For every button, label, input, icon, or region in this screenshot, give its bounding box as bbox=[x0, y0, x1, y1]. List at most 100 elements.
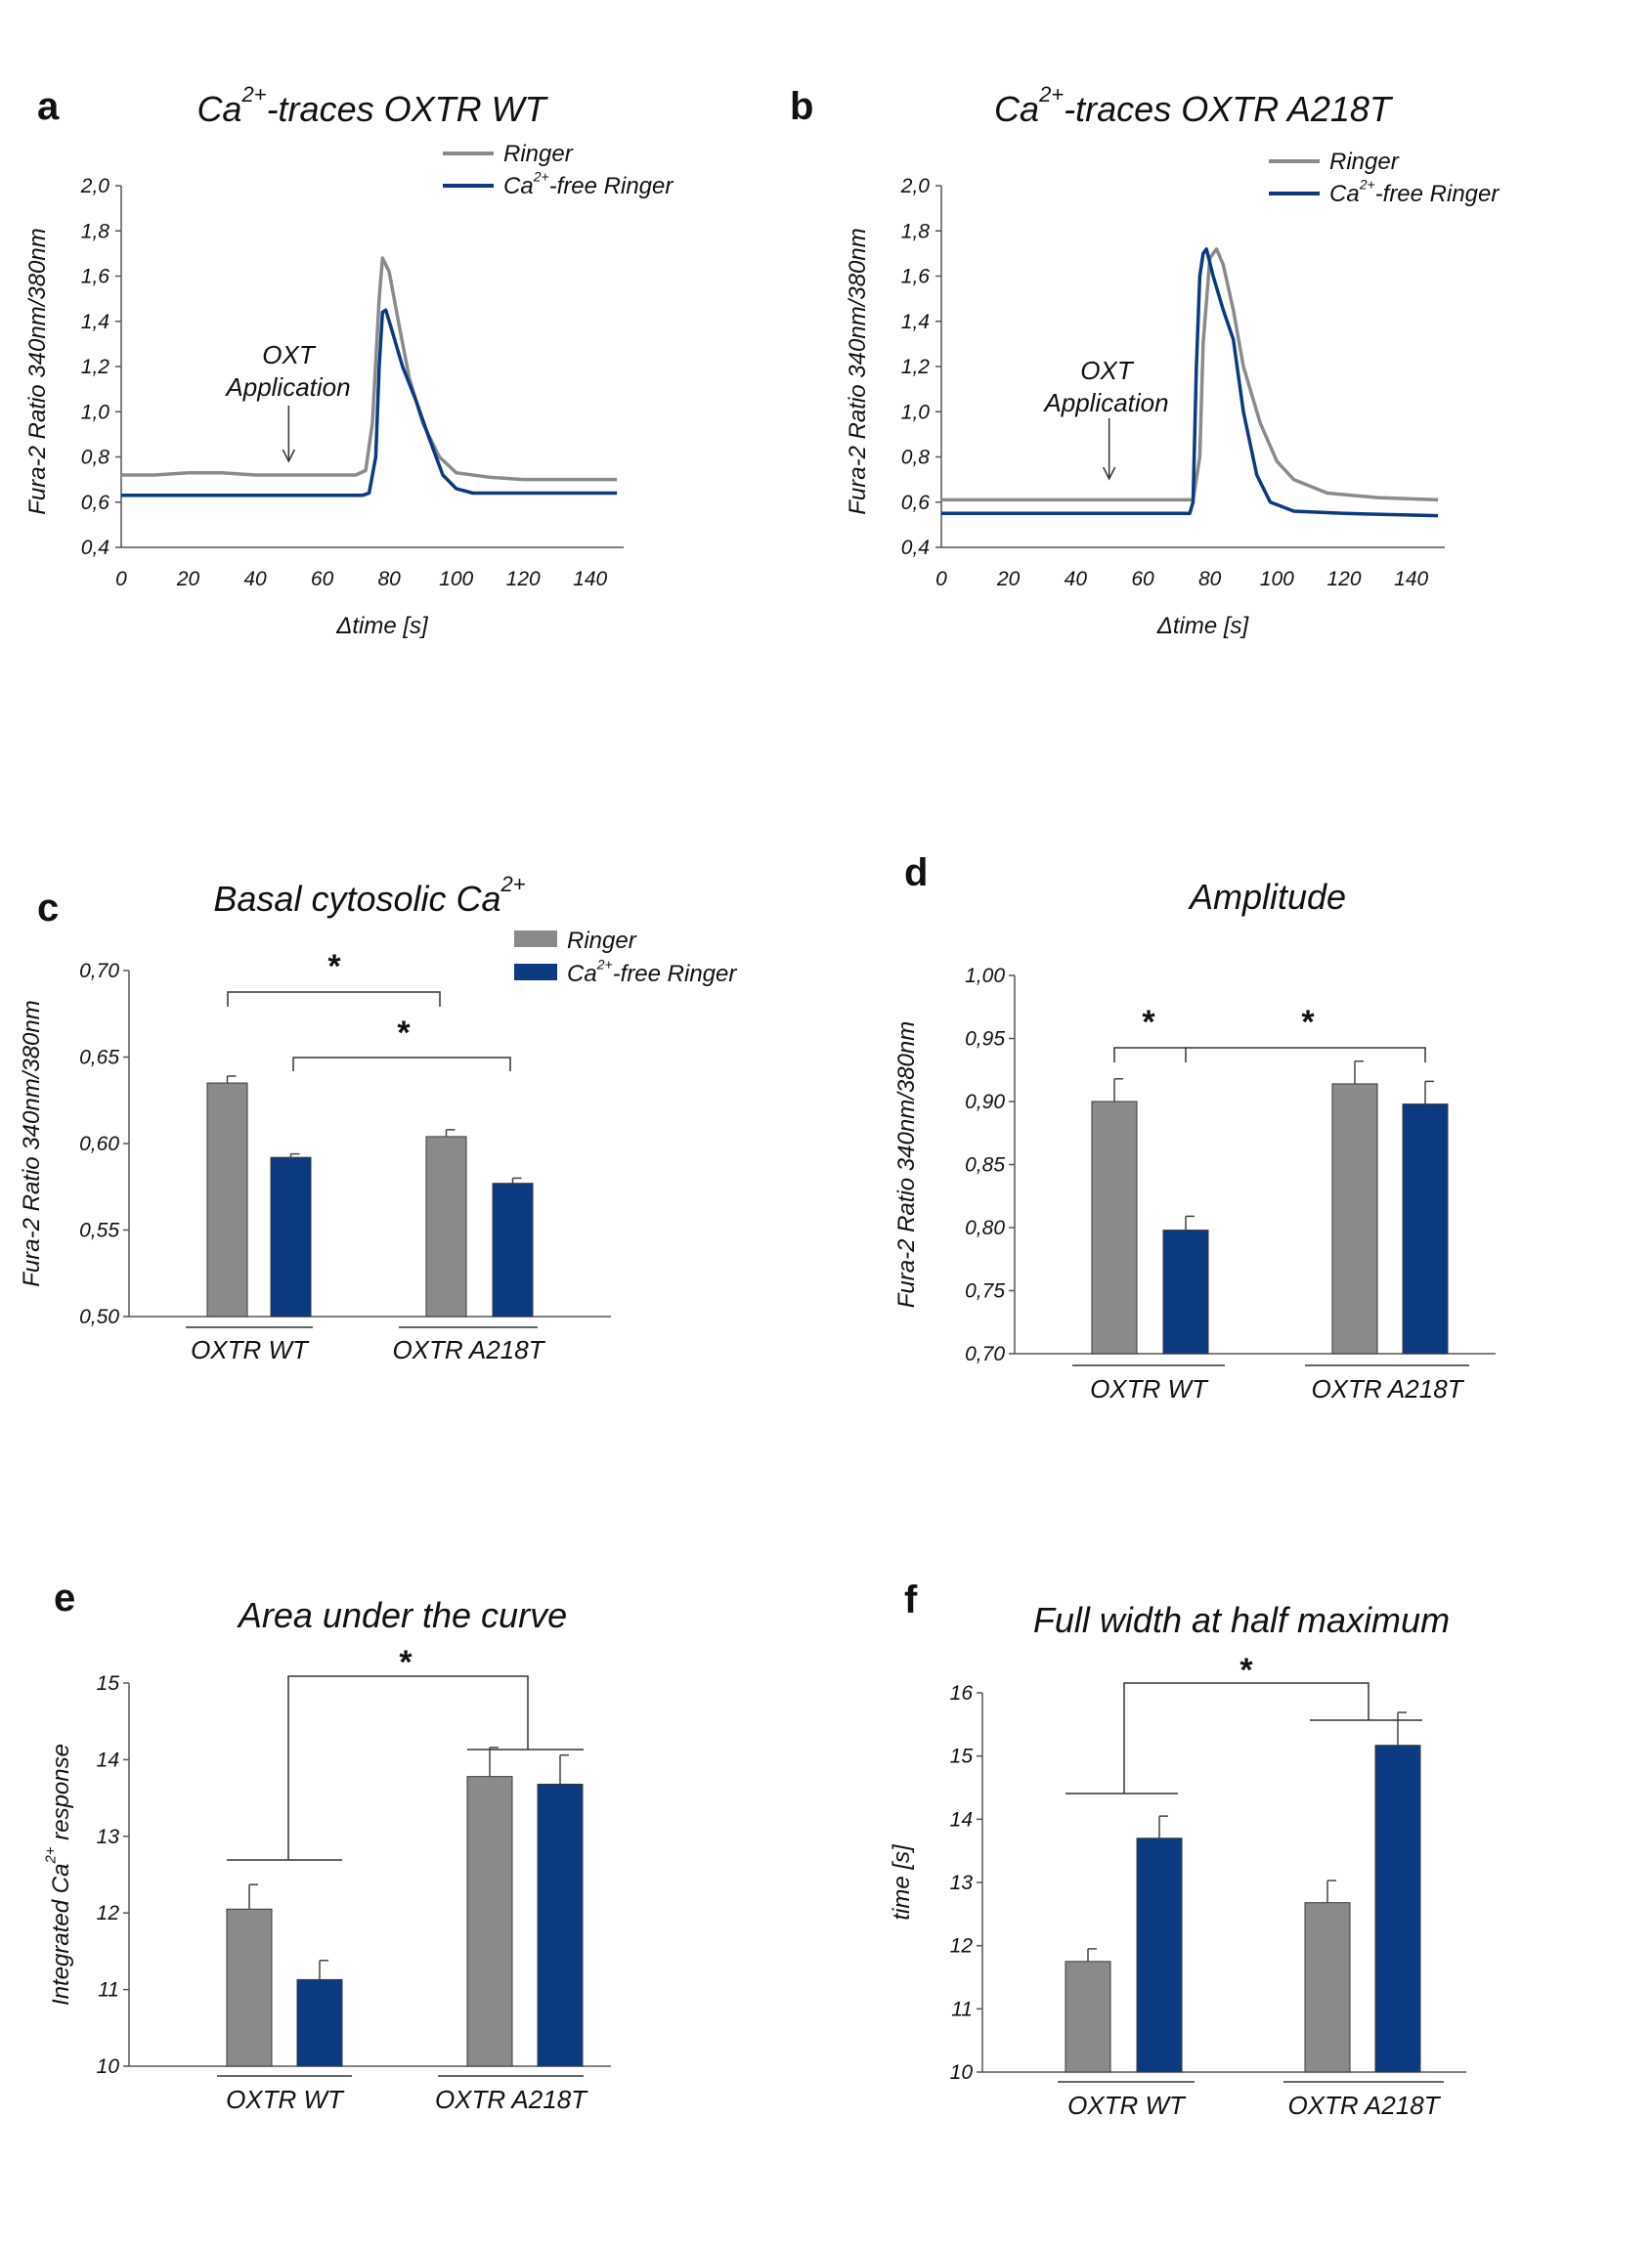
bar-ringer bbox=[1065, 1961, 1111, 2073]
bar-ringer bbox=[206, 1082, 248, 1318]
x-tick-label: 80 bbox=[377, 568, 401, 590]
x-tick-label: 120 bbox=[506, 568, 541, 590]
y-tick-label: 2,0 bbox=[80, 175, 110, 197]
panel-letter-f: f bbox=[904, 1578, 918, 1621]
chart-title-d: Amplitude bbox=[1188, 877, 1346, 917]
x-tick-label: 40 bbox=[1065, 568, 1088, 590]
series-line-ringer bbox=[121, 256, 618, 482]
panel-letter-c: c bbox=[37, 886, 59, 929]
panel-letter-e: e bbox=[54, 1577, 75, 1620]
chart-title-b-rest: -traces OXTR A218T bbox=[1064, 89, 1394, 129]
y-tick-label: 1,6 bbox=[81, 266, 110, 288]
y-tick-label: 1,4 bbox=[901, 311, 930, 333]
legend-entry-main: Ringer bbox=[567, 928, 637, 954]
y-tick-label: 14 bbox=[950, 1808, 973, 1831]
y-tick-label: 0,8 bbox=[901, 447, 931, 469]
chart-title-b-main: Ca bbox=[994, 89, 1039, 129]
chart-title-f: Full width at half maximum bbox=[1033, 1600, 1450, 1640]
significance-star: * bbox=[1301, 1004, 1315, 1041]
y-tick-label: 0,60 bbox=[79, 1133, 119, 1155]
legend-entry: Ca2+-free Ringer bbox=[1329, 176, 1500, 207]
x-category-label: OXTR WT bbox=[226, 2085, 345, 2114]
x-axis-title: Δtime [s] bbox=[335, 613, 429, 639]
series-line-cafree bbox=[121, 308, 618, 497]
significance-star: * bbox=[327, 948, 341, 985]
y-tick-label: 1,2 bbox=[901, 356, 931, 378]
significance-star: * bbox=[1239, 1652, 1253, 1689]
legend-entry: Ca2+-free Ringer bbox=[503, 168, 674, 199]
annotation-arrow-head bbox=[1102, 466, 1116, 481]
x-category-label: OXTR WT bbox=[1090, 1374, 1209, 1404]
bar-cafree bbox=[537, 1783, 584, 2067]
x-axis-title: Δtime [s] bbox=[1156, 613, 1250, 639]
chart-title-a-sup: 2+ bbox=[240, 82, 266, 107]
chart-d: d Amplitude 0,70 0,75 0,80 0,85 0,90 0,95 1,00 Fu… bbox=[893, 851, 1496, 1404]
x-category-label: OXTR A218T bbox=[435, 2085, 588, 2114]
x-tick-label: 140 bbox=[1394, 568, 1428, 590]
legend-entry-sup: 2+ bbox=[533, 168, 549, 184]
y-axis-title: time [s] bbox=[889, 1843, 915, 1921]
bar-ringer bbox=[1091, 1101, 1138, 1355]
significance-star: * bbox=[1142, 1004, 1155, 1041]
x-tick-label: 60 bbox=[311, 568, 334, 590]
legend-entry: Ringer bbox=[567, 928, 637, 954]
legend-entry-main: Ca bbox=[503, 173, 534, 199]
y-tick-label: 0,4 bbox=[81, 537, 109, 559]
y-tick-label: 13 bbox=[950, 1872, 974, 1894]
y-tick-label: 14 bbox=[97, 1749, 119, 1771]
y-axis-title-rest: response bbox=[48, 1744, 74, 1846]
annotation-oxt: OXT bbox=[1080, 356, 1135, 385]
chart-title-b: Ca2+-traces OXTR A218T bbox=[994, 82, 1394, 129]
y-tick-label: 1,8 bbox=[901, 220, 931, 242]
y-tick-label: 10 bbox=[950, 2061, 974, 2084]
legend-entry-sup: 2+ bbox=[1359, 176, 1375, 192]
chart-title-a: Ca2+-traces OXTR WT bbox=[196, 82, 548, 129]
y-axis-title-sup: 2+ bbox=[43, 1846, 60, 1864]
bar-cafree bbox=[492, 1183, 534, 1318]
chart-title-e-main: Area under the curve bbox=[237, 1595, 567, 1635]
significance-bracket bbox=[1123, 1682, 1369, 1794]
y-tick-label: 13 bbox=[97, 1826, 120, 1848]
bar-cafree bbox=[1162, 1230, 1209, 1355]
chart-title-c-main: Basal cytosolic Ca bbox=[213, 879, 500, 919]
x-tick-label: 80 bbox=[1198, 568, 1222, 590]
significance-bracket bbox=[287, 1675, 529, 1860]
bar-ringer bbox=[1304, 1902, 1351, 2073]
x-tick-label: 100 bbox=[1260, 568, 1294, 590]
y-axis-title: Integrated Ca2+ response bbox=[43, 1744, 75, 2006]
significance-bracket bbox=[1113, 1047, 1187, 1062]
y-tick-label: 0,70 bbox=[965, 1343, 1005, 1365]
x-category-label: OXTR A218T bbox=[1287, 2091, 1441, 2120]
significance-bracket bbox=[1186, 1047, 1426, 1062]
y-tick-label: 0,6 bbox=[901, 492, 931, 514]
significance-bracket bbox=[227, 991, 441, 1007]
y-tick-label: 1,0 bbox=[901, 401, 931, 423]
x-category-label: OXTR WT bbox=[191, 1335, 310, 1364]
legend-entry: Ringer bbox=[1329, 149, 1400, 175]
x-tick-label: 60 bbox=[1131, 568, 1154, 590]
y-tick-label: 15 bbox=[97, 1672, 120, 1695]
legend-entry-main: Ringer bbox=[503, 141, 574, 167]
y-tick-label: 0,50 bbox=[79, 1306, 119, 1328]
chart-title-d-main: Amplitude bbox=[1188, 877, 1346, 917]
x-tick-label: 20 bbox=[176, 568, 200, 590]
y-tick-label: 0,85 bbox=[965, 1154, 1005, 1177]
y-axis-title-main: Integrated Ca bbox=[48, 1864, 74, 2006]
chart-title-a-rest: -traces OXTR WT bbox=[267, 89, 549, 129]
x-tick-label: 40 bbox=[243, 568, 267, 590]
chart-title-c-sup: 2+ bbox=[500, 872, 526, 896]
chart-title-b-sup: 2+ bbox=[1038, 82, 1064, 107]
x-tick-label: 20 bbox=[996, 568, 1021, 590]
significance-bracket bbox=[292, 1057, 511, 1071]
annotation-arrow-head bbox=[282, 449, 296, 463]
y-tick-label: 1,00 bbox=[965, 965, 1005, 987]
legend-entry-main: Ca bbox=[1329, 181, 1360, 207]
legend-entry-rest: -free Ringer bbox=[613, 961, 738, 987]
y-tick-label: 2,0 bbox=[900, 175, 931, 197]
bar-ringer bbox=[466, 1776, 513, 2067]
x-tick-label: 120 bbox=[1326, 568, 1361, 590]
legend-entry-rest: -free Ringer bbox=[549, 173, 674, 199]
legend-entry-sup: 2+ bbox=[596, 956, 613, 972]
bar-cafree bbox=[270, 1156, 312, 1318]
